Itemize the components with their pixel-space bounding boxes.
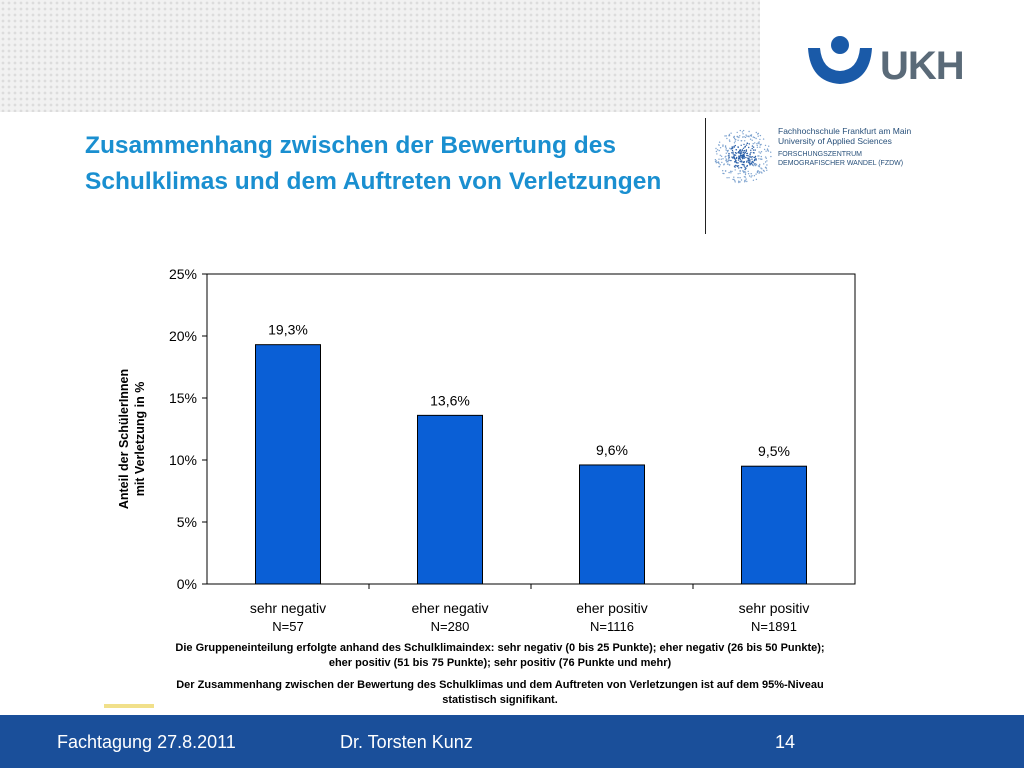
bar-4 xyxy=(741,465,807,585)
y-tick-label: 0% xyxy=(177,576,197,592)
x-category-label: sehr positiv xyxy=(739,600,810,616)
partner-logo-dot-cloud-icon xyxy=(714,129,772,184)
y-axis-label-line2: mit Verletzung in % xyxy=(133,382,147,497)
x-category-label: eher positiv xyxy=(576,600,648,616)
ukh-logo-text: UKH xyxy=(880,44,965,88)
partner-institute-line2: DEMOGRAFISCHER WANDEL (FZDW) xyxy=(778,160,904,167)
bar-value-label: 19,3% xyxy=(268,322,308,338)
bar-3 xyxy=(579,464,645,585)
x-sample-size-label: N=280 xyxy=(431,619,470,634)
bar-value-label: 9,5% xyxy=(758,443,790,459)
bar-2 xyxy=(417,414,483,585)
x-sample-size-label: N=1116 xyxy=(590,619,634,634)
footer-event: Fachtagung 27.8.2011 xyxy=(57,732,236,752)
y-axis-label-line1: Anteil der SchülerInnen xyxy=(117,369,131,509)
footer-author: Dr. Torsten Kunz xyxy=(340,732,473,752)
decorative-mark xyxy=(104,704,154,708)
slide-title: Zusammenhang zwischen der Bewertung des … xyxy=(85,132,662,195)
bar-1 xyxy=(255,344,321,585)
grouping-note-line1: Die Gruppeneinteilung erfolgte anhand de… xyxy=(175,642,825,654)
y-tick-label: 20% xyxy=(169,328,197,344)
y-tick-label: 25% xyxy=(169,266,197,282)
logo-area xyxy=(760,0,1024,112)
significance-note: Der Zusammenhang zwischen der Bewertung … xyxy=(130,678,870,708)
x-category-label: sehr negativ xyxy=(250,600,326,616)
x-category-label: eher negativ xyxy=(411,600,488,616)
bar-chart: 0% 5% 10% 15% 20% 25% Anteil der SchülerInnen… xyxy=(117,266,856,634)
x-sample-size-label: N=1891 xyxy=(751,619,797,634)
footer-page-number: 14 xyxy=(775,732,796,752)
ukh-logo-icon xyxy=(808,36,872,84)
partner-name-english: University of Applied Sciences xyxy=(778,136,892,146)
bar-value-label: 9,6% xyxy=(596,442,628,458)
grouping-note-line2: eher positiv (51 bis 75 Punkte); sehr po… xyxy=(328,657,672,669)
y-tick-label: 10% xyxy=(169,452,197,468)
grouping-note: Die Gruppeneinteilung erfolgte anhand de… xyxy=(130,641,870,671)
partner-name: Fachhochschule Frankfurt am Main xyxy=(778,126,912,136)
partner-logo-text: Fachhochschule Frankfurt am Main Univers… xyxy=(778,126,911,168)
y-tick-label: 15% xyxy=(169,390,197,406)
bar-value-label: 13,6% xyxy=(430,392,470,408)
footer-bar: Fachtagung 27.8.2011 Dr. Torsten Kunz 14 xyxy=(0,715,1024,768)
y-tick-label: 5% xyxy=(177,514,197,530)
header-divider xyxy=(705,118,706,234)
significance-note-line1: Der Zusammenhang zwischen der Bewertung … xyxy=(176,679,824,691)
significance-note-line2: statistisch signifikant. xyxy=(442,694,558,706)
x-sample-size-label: N=57 xyxy=(272,619,303,634)
partner-institute-line1: FORSCHUNGSZENTRUM xyxy=(778,151,862,158)
